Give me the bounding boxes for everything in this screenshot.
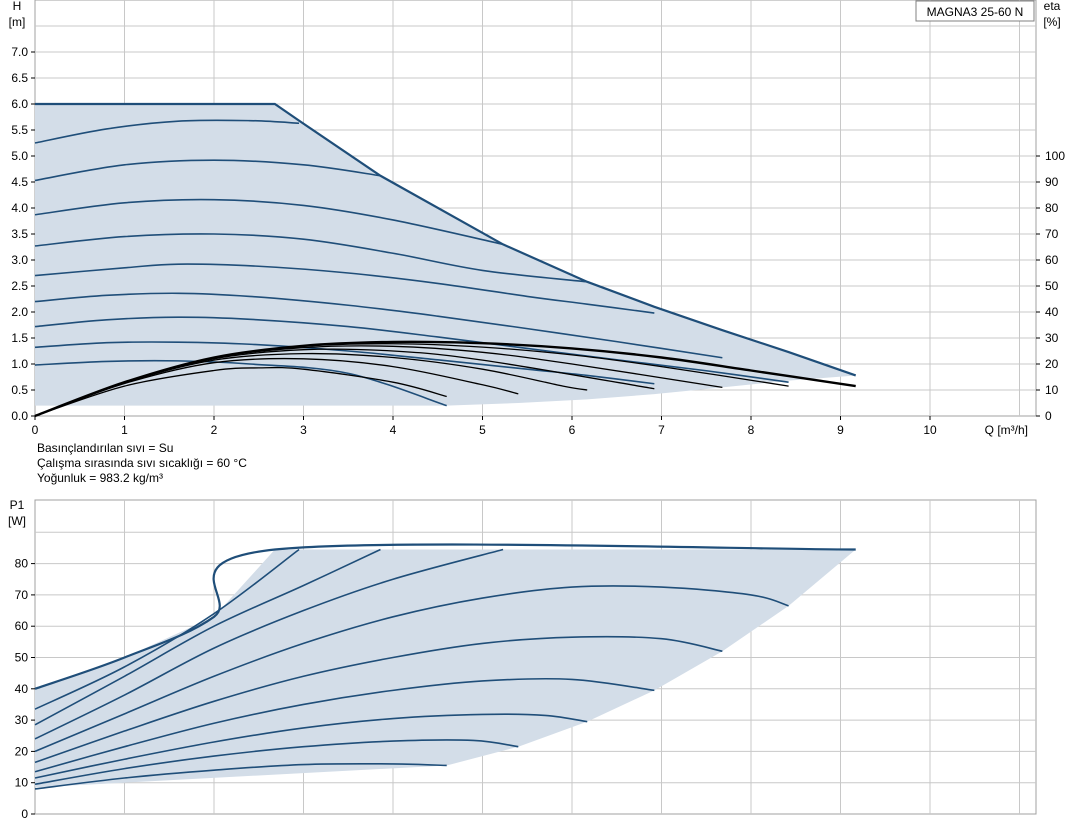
power-curve	[34, 762, 447, 790]
y2-axis-unit: [%]	[1043, 15, 1060, 29]
y2-tick-label: 90	[1045, 175, 1059, 189]
x-tick-label: 2	[211, 423, 218, 437]
p1-tick-label: 30	[15, 713, 29, 727]
y2-tick-label: 20	[1045, 357, 1059, 371]
fluid-note: Basınçlandırılan sıvı = Su	[37, 441, 174, 455]
p1-tick-label: 70	[15, 588, 29, 602]
p1-tick-label: 60	[15, 619, 29, 633]
y2-tick-label: 80	[1045, 201, 1059, 215]
power-curve	[34, 677, 655, 773]
head-curve	[34, 119, 300, 144]
head-curve	[34, 316, 789, 383]
x-tick-label: 4	[390, 423, 397, 437]
p1-tick-label: 40	[15, 682, 29, 696]
power-curve	[34, 548, 300, 710]
efficiency-curve	[34, 352, 588, 417]
head-envelope-line	[35, 102, 857, 377]
x-tick-label: 3	[300, 423, 307, 437]
y-tick-label: 3.0	[11, 253, 28, 267]
y-axis-unit: [m]	[9, 15, 26, 29]
y-tick-label: 1.5	[11, 331, 28, 345]
x-tick-label: 7	[658, 423, 665, 437]
operating-area	[35, 104, 856, 406]
x-tick-label: 9	[837, 423, 844, 437]
p1-tick-label: 10	[15, 776, 29, 790]
p1-tick-label: 0	[21, 807, 28, 821]
y2-tick-label: 10	[1045, 383, 1059, 397]
power-curve	[34, 548, 504, 740]
power-curve	[34, 635, 723, 764]
x-tick-label: 6	[569, 423, 576, 437]
y-tick-label: 2.5	[11, 279, 28, 293]
y2-tick-label: 30	[1045, 331, 1059, 345]
title-box	[915, 0, 1035, 22]
y-tick-label: 7.0	[11, 45, 28, 59]
p1-tick-label: 80	[15, 557, 29, 571]
power-curve-plot: 0 10 20 30 40 50 60 70 80 P1 [W]	[8, 498, 1037, 821]
p1-tick-label: 50	[15, 651, 29, 665]
temperature-note: Çalışma sırasında sıvı sıcaklığı = 60 °C	[37, 456, 247, 470]
head-curve	[34, 198, 504, 246]
density-note: Yoğunluk = 983.2 kg/m³	[37, 471, 163, 485]
efficiency-curve	[34, 357, 519, 417]
y-tick-label: 5.0	[11, 149, 28, 163]
power-operating-area	[35, 549, 856, 788]
y2-axis-label: eta	[1044, 0, 1061, 13]
y-tick-label: 0.0	[11, 409, 28, 423]
power-curve	[34, 739, 519, 786]
y2-tick-label: 0	[1045, 409, 1052, 423]
y-tick-label: 1.0	[11, 357, 28, 371]
y-tick-label: 4.0	[11, 201, 28, 215]
p1-axis-unit: [W]	[8, 514, 26, 528]
y2-tick-label: 50	[1045, 279, 1059, 293]
y2-tick-label: 100	[1045, 149, 1065, 163]
power-curve	[34, 548, 381, 726]
p1-axis-label: P1	[10, 498, 25, 512]
y2-tick-label: 70	[1045, 227, 1059, 241]
p1-tick-label: 20	[15, 744, 29, 758]
y-tick-label: 3.5	[11, 227, 28, 241]
x-tick-label: 0	[32, 423, 39, 437]
head-curve	[34, 292, 723, 359]
power-curve	[34, 585, 789, 753]
x-tick-label: 1	[121, 423, 128, 437]
head-curve	[34, 233, 588, 283]
y-tick-label: 2.0	[11, 305, 28, 319]
head-curve	[34, 359, 447, 407]
x-tick-label: 10	[923, 423, 937, 437]
head-curve	[34, 263, 655, 314]
x-tick-label: 5	[479, 423, 486, 437]
y-tick-label: 6.5	[11, 71, 28, 85]
efficiency-curve	[34, 366, 447, 417]
y-tick-label: 4.5	[11, 175, 28, 189]
y-tick-label: 0.5	[11, 383, 28, 397]
y2-tick-label: 60	[1045, 253, 1059, 267]
y2-tick-label: 40	[1045, 305, 1059, 319]
y-axis-label: H	[13, 0, 22, 13]
power-envelope-line	[34, 543, 856, 690]
head-curve	[34, 159, 381, 182]
chart-title: MAGNA3 25-60 N	[927, 5, 1024, 19]
x-tick-label: 8	[748, 423, 755, 437]
y-tick-label: 5.5	[11, 123, 28, 137]
y-tick-label: 6.0	[11, 97, 28, 111]
x-axis-label: Q [m³/h]	[985, 423, 1028, 437]
power-curve	[34, 713, 588, 779]
head-curve-plot: 0.0 0.5 1.0 1.5 2.0 2.5 3.0 3.5 4.0 4.5 5.0 5.5 6.0 6…	[9, 0, 1065, 437]
